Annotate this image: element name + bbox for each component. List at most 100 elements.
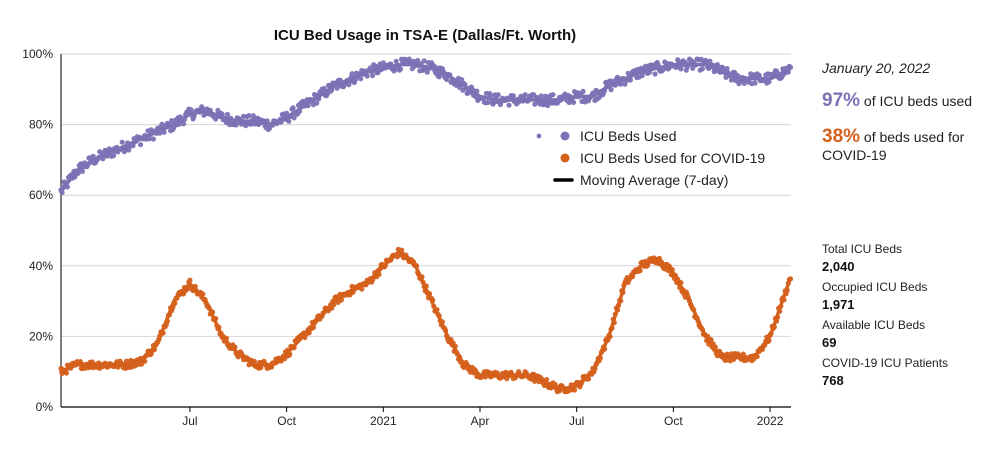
icu-point bbox=[570, 99, 577, 105]
icu-point bbox=[773, 68, 780, 74]
chart-title: ICU Bed Usage in TSA-E (Dallas/Ft. Worth… bbox=[274, 27, 576, 44]
y-tick-label: 100% bbox=[22, 47, 53, 61]
legend: ICU Beds Used ICU Beds Used for COVID-19… bbox=[536, 128, 765, 188]
icu-point bbox=[370, 73, 376, 79]
icu-point bbox=[510, 93, 516, 99]
icu-point bbox=[522, 92, 528, 98]
x-tick-label: 2021 bbox=[370, 414, 397, 428]
icu-point bbox=[213, 116, 219, 122]
x-tick-label: 2022 bbox=[757, 414, 784, 428]
icu-point bbox=[321, 85, 327, 92]
icu-point bbox=[137, 142, 144, 148]
icu-point bbox=[495, 92, 501, 98]
report-date: January 20, 2022 bbox=[822, 60, 931, 76]
icu-point bbox=[484, 100, 491, 106]
icu-point bbox=[756, 72, 762, 79]
x-tick-label: Apr bbox=[471, 414, 490, 428]
icu-point bbox=[375, 70, 381, 76]
y-tick-label: 60% bbox=[29, 188, 53, 202]
icu-point bbox=[180, 121, 187, 127]
icu-point bbox=[741, 80, 747, 86]
icu-moving-average bbox=[59, 62, 792, 194]
icu-point bbox=[580, 88, 586, 94]
icu-point bbox=[652, 71, 658, 77]
x-tick-label: Jul bbox=[182, 414, 197, 428]
stat-label-total: Total ICU Beds bbox=[822, 242, 903, 256]
stat-value-covid-patients: 768 bbox=[822, 373, 844, 388]
y-tick-label: 40% bbox=[29, 259, 53, 273]
icu-point bbox=[421, 58, 427, 64]
legend-dot-small bbox=[536, 133, 542, 139]
y-tick-label: 80% bbox=[29, 118, 53, 132]
legend-dot-icu bbox=[560, 131, 570, 141]
stat-label-covid-patients: COVID-19 ICU Patients bbox=[822, 356, 949, 370]
stat-label-available: Available ICU Beds bbox=[822, 318, 926, 332]
icu-point bbox=[550, 92, 556, 98]
stat-value-occupied: 1,971 bbox=[822, 297, 855, 312]
legend-dot-covid bbox=[560, 153, 570, 163]
icu-point bbox=[188, 107, 194, 113]
y-tick-label: 20% bbox=[29, 329, 53, 343]
icu-point bbox=[707, 58, 713, 64]
icu-point bbox=[444, 76, 450, 82]
icu-point bbox=[358, 76, 364, 82]
icu-point bbox=[233, 122, 239, 128]
icu-chart: ICU Bed Usage in TSA-E (Dallas/Ft. Worth… bbox=[22, 27, 794, 428]
icu-point bbox=[728, 77, 735, 83]
x-tick-label: Oct bbox=[664, 414, 683, 428]
icu-point bbox=[459, 77, 465, 83]
legend-label-ma: Moving Average (7-day) bbox=[580, 172, 728, 188]
icu-point bbox=[291, 115, 297, 121]
stats-list: Total ICU Beds 2,040 Occupied ICU Beds 1… bbox=[822, 236, 992, 388]
grid-lines bbox=[61, 53, 791, 408]
icu-point bbox=[314, 100, 320, 106]
x-tick-label: Oct bbox=[277, 414, 296, 428]
icu-usage-percent: 97% bbox=[822, 90, 861, 111]
covid-moving-average bbox=[59, 249, 792, 392]
icu-point bbox=[424, 69, 430, 75]
icu-point bbox=[224, 111, 231, 117]
icu-point bbox=[364, 73, 370, 79]
icu-point bbox=[538, 93, 544, 99]
x-tick-label: Jul bbox=[569, 414, 584, 428]
covid-usage-summary: 38% of beds used for COVID-19 bbox=[822, 126, 992, 164]
summary-panel: January 20, 2022 97% of ICU beds used 38… bbox=[822, 60, 992, 182]
y-tick-label: 0% bbox=[36, 400, 54, 414]
icu-point bbox=[349, 71, 355, 77]
icu-point bbox=[284, 110, 290, 116]
legend-label-covid: ICU Beds Used for COVID-19 bbox=[580, 150, 765, 166]
moving-average-lines bbox=[59, 62, 792, 392]
stat-value-available: 69 bbox=[822, 335, 837, 350]
legend-label-icu: ICU Beds Used bbox=[580, 128, 676, 144]
icu-point bbox=[159, 121, 165, 127]
covid-usage-text: of beds used for COVID-19 bbox=[822, 129, 965, 163]
icu-point bbox=[169, 118, 175, 124]
stat-label-occupied: Occupied ICU Beds bbox=[822, 280, 928, 294]
y-axis: 0% 20% 40% 60% 80% 100% bbox=[22, 47, 62, 414]
icu-point bbox=[111, 153, 117, 159]
covid-point bbox=[571, 387, 578, 393]
icu-point bbox=[286, 118, 292, 124]
icu-point bbox=[714, 62, 721, 68]
icu-point bbox=[608, 87, 614, 93]
icu-usage-text: of ICU beds used bbox=[863, 93, 973, 109]
icu-point bbox=[506, 102, 512, 108]
icu-point bbox=[488, 92, 494, 98]
icu-point bbox=[724, 66, 730, 72]
icu-point bbox=[678, 66, 684, 72]
icu-point bbox=[246, 113, 252, 119]
data-points bbox=[58, 56, 794, 395]
x-axis: Jul Oct 2021 Apr Jul Oct 2022 bbox=[182, 407, 784, 428]
icu-point bbox=[79, 168, 86, 174]
icu-usage-summary: 97% of ICU beds used bbox=[822, 90, 992, 111]
icu-point bbox=[397, 66, 404, 72]
stat-value-total: 2,040 bbox=[822, 259, 855, 274]
icu-point bbox=[150, 136, 156, 142]
covid-point bbox=[187, 277, 193, 283]
covid-usage-percent: 38% bbox=[822, 126, 861, 147]
icu-point bbox=[415, 57, 421, 64]
icu-point bbox=[119, 139, 125, 145]
icu-point bbox=[699, 66, 706, 72]
icu-point bbox=[752, 80, 758, 86]
icu-point bbox=[290, 105, 296, 111]
